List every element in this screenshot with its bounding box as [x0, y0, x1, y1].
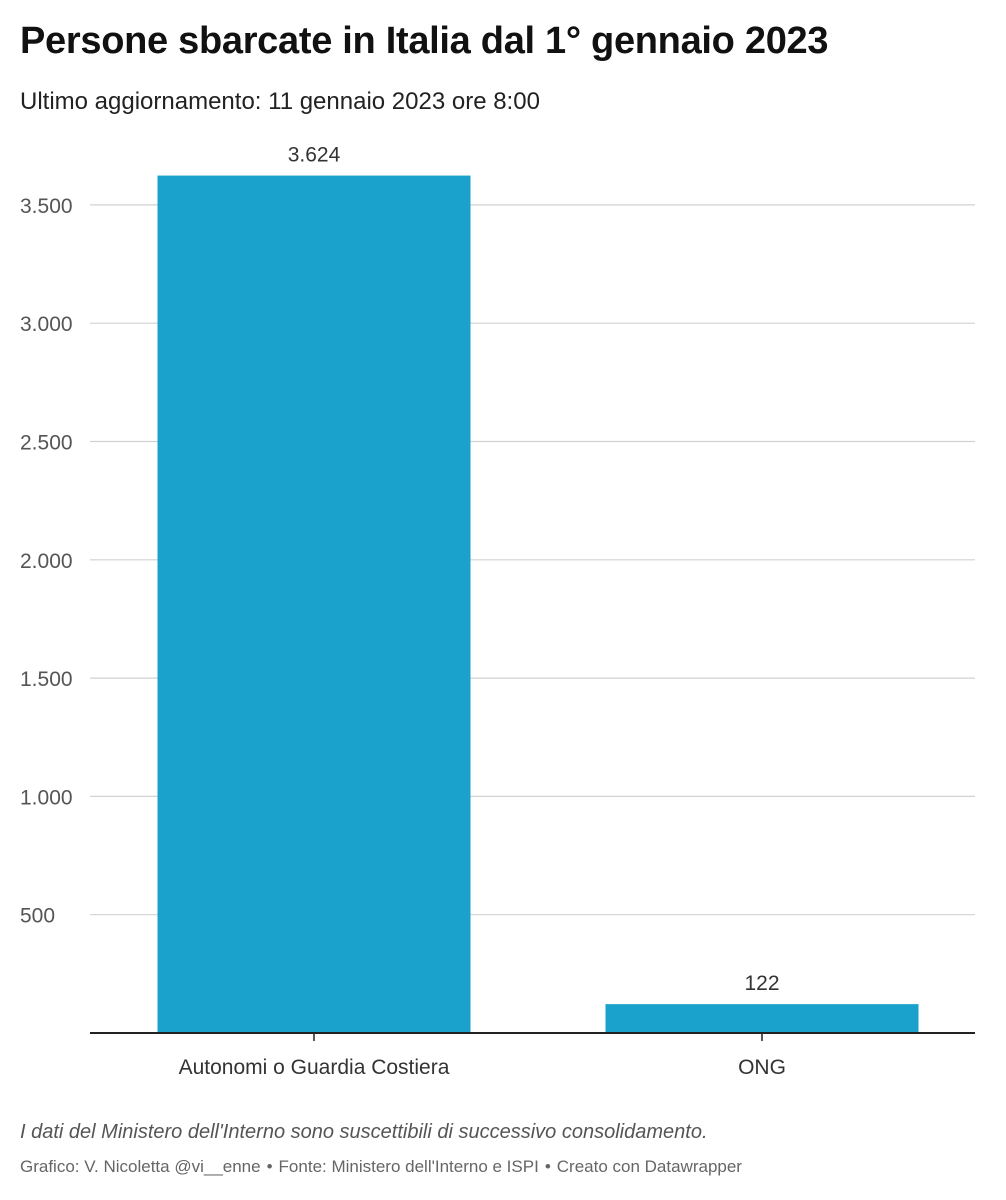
chart-subtitle: Ultimo aggiornamento: 11 gennaio 2023 or… — [20, 88, 540, 115]
footer-separator: • — [544, 1157, 551, 1176]
chart-title: Persone sbarcate in Italia dal 1° gennai… — [20, 20, 829, 62]
bar-value-label: 3.624 — [288, 144, 341, 167]
chart-notes: I dati del Ministero dell'Interno sono s… — [20, 1121, 708, 1143]
bar-value-labels: 3.624 122 — [288, 144, 780, 996]
footer-credit: Grafico: V. Nicoletta @vi__enne — [20, 1157, 261, 1176]
footer-source: Fonte: Ministero dell'Interno e ISPI — [278, 1157, 539, 1176]
y-tick-label: 1.500 — [20, 668, 73, 691]
y-axis-tick-labels: 500 1.000 1.500 2.000 2.500 3.000 3.500 — [20, 195, 73, 928]
x-axis-tick-labels: Autonomi o Guardia Costiera ONG — [179, 1056, 786, 1079]
y-tick-label: 2.500 — [20, 432, 73, 455]
bars — [157, 175, 919, 1034]
x-tick-label: ONG — [738, 1056, 786, 1079]
footer-separator: • — [266, 1157, 273, 1176]
x-tick-label: Autonomi o Guardia Costiera — [179, 1056, 450, 1079]
footer-tool: Creato con Datawrapper — [556, 1157, 742, 1176]
bar-chart: 500 1.000 1.500 2.000 2.500 3.000 3.500 3.624 1… — [20, 144, 975, 1079]
bar[interactable] — [157, 175, 471, 1034]
bar[interactable] — [605, 1004, 919, 1033]
x-axis — [90, 1032, 975, 1041]
y-tick-label: 500 — [20, 905, 55, 928]
y-tick-label: 3.000 — [20, 313, 73, 336]
bar-value-label: 122 — [744, 972, 779, 995]
y-tick-label: 1.000 — [20, 786, 73, 809]
y-tick-label: 3.500 — [20, 195, 73, 218]
chart-footer: Grafico: V. Nicoletta @vi__enne • Fonte: M… — [20, 1157, 742, 1177]
y-tick-label: 2.000 — [20, 550, 73, 573]
